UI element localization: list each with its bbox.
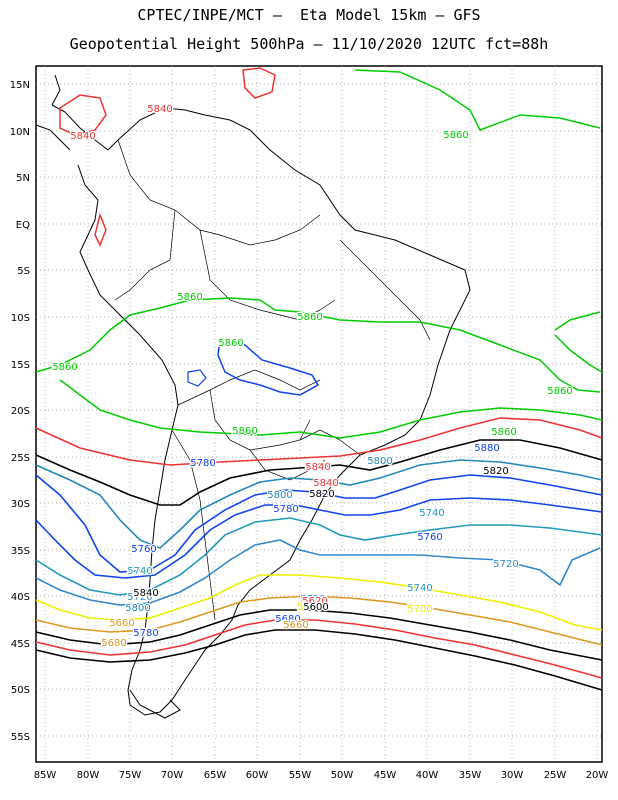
lon-label: 45W: [374, 770, 397, 781]
lat-label: EQ: [16, 220, 30, 231]
contour-label: 5780: [190, 458, 215, 469]
contour-label: 5860: [232, 426, 257, 437]
lat-label: 5S: [17, 266, 30, 277]
lat-labels: 15N 10N 5N EQ 5S 10S 15S 20S 25S 30S 35S…: [10, 80, 30, 743]
lon-label: 50W: [331, 770, 354, 781]
lat-label: 10S: [11, 313, 30, 324]
contour-label: 5700: [297, 602, 322, 613]
lat-lon-grid: [36, 66, 602, 762]
contour-label: 5780: [273, 504, 298, 515]
lon-label: 20W: [586, 770, 609, 781]
lon-label: 35W: [459, 770, 482, 781]
contour-label: 5880: [474, 443, 499, 454]
lon-label: 70W: [161, 770, 184, 781]
contour-label: 5840: [70, 131, 95, 142]
contour-label: 5740: [419, 508, 444, 519]
contour-label: 5680: [101, 638, 126, 649]
contours-5840-north: [59, 67, 276, 247]
country-borders: [114, 139, 431, 621]
contour-label: 5660: [109, 618, 134, 629]
lat-label: 40S: [11, 592, 30, 603]
contour-label: 5720: [300, 594, 325, 605]
contour-label: 5860: [297, 312, 322, 323]
contour-label: 5700: [407, 604, 432, 615]
lon-label: 60W: [246, 770, 269, 781]
contour-label: 5860: [443, 130, 468, 141]
map-subtitle: Geopotential Height 500hPa – 11/10/2020 …: [69, 35, 549, 53]
contour-label: 5780: [133, 628, 158, 639]
contour-label: 5860: [52, 362, 77, 373]
contour-label: 5740: [407, 583, 432, 594]
contour-label: 5840: [147, 104, 172, 115]
coastlines: [35, 74, 471, 719]
contour-label: 5840: [313, 478, 338, 489]
contour-label: 5800: [125, 603, 150, 614]
lat-label: 10N: [10, 127, 30, 138]
lon-label: 75W: [119, 770, 142, 781]
contour-label: 5720: [127, 592, 152, 603]
lon-label: 65W: [204, 770, 227, 781]
lon-label: 85W: [34, 770, 57, 781]
contour-label: 5800: [367, 456, 392, 467]
lat-label: 5N: [16, 173, 30, 184]
contour-label: 5860: [547, 386, 572, 397]
lat-label: 20S: [11, 406, 30, 417]
contour-label: 5760: [417, 532, 442, 543]
contour-label: 5720: [493, 559, 518, 570]
contour-label: 5860: [491, 427, 516, 438]
lat-label: 30S: [11, 499, 30, 510]
plot-frame: [35, 65, 603, 763]
contour-label: 5840: [305, 462, 330, 473]
contour-label: 5860: [177, 292, 202, 303]
lon-label: 80W: [77, 770, 100, 781]
contour-bands: [35, 417, 603, 691]
contour-5880-small: [187, 369, 207, 387]
contour-label: 5660: [283, 620, 308, 631]
contour-5880-closed: [217, 339, 320, 396]
contour-label: 5600: [303, 602, 328, 613]
contour-label: 5860: [218, 338, 243, 349]
lat-label: 35S: [11, 546, 30, 557]
lat-label: 50S: [11, 685, 30, 696]
lat-label: 25S: [11, 453, 30, 464]
contour-label: 5620: [302, 596, 327, 607]
map-title: CPTEC/INPE/MCT – Eta Model 15km – GFS: [137, 6, 481, 24]
lat-label: 45S: [11, 639, 30, 650]
contour-label: 5840: [133, 588, 158, 599]
contour-label: 5760: [131, 544, 156, 555]
contour-label: 5680: [275, 614, 300, 625]
lat-label: 15N: [10, 80, 30, 91]
contour-label: 5800: [267, 490, 292, 501]
lon-label: 25W: [544, 770, 567, 781]
lon-label: 55W: [289, 770, 312, 781]
contour-label: 5820: [483, 466, 508, 477]
lon-label: 40W: [416, 770, 439, 781]
contour-label: 5820: [309, 489, 334, 500]
lat-label: 15S: [11, 360, 30, 371]
lon-labels: 85W 80W 75W 70W 65W 60W 55W 50W 45W 40W …: [34, 770, 609, 781]
contours-5860: [35, 69, 603, 439]
contour-labels: 5840 5840 5860 5860 5860 5860 5860 5860 5860 5860…: [51, 103, 574, 651]
contour-label: 5740: [127, 566, 152, 577]
lat-label: 55S: [11, 732, 30, 743]
lon-label: 30W: [501, 770, 524, 781]
